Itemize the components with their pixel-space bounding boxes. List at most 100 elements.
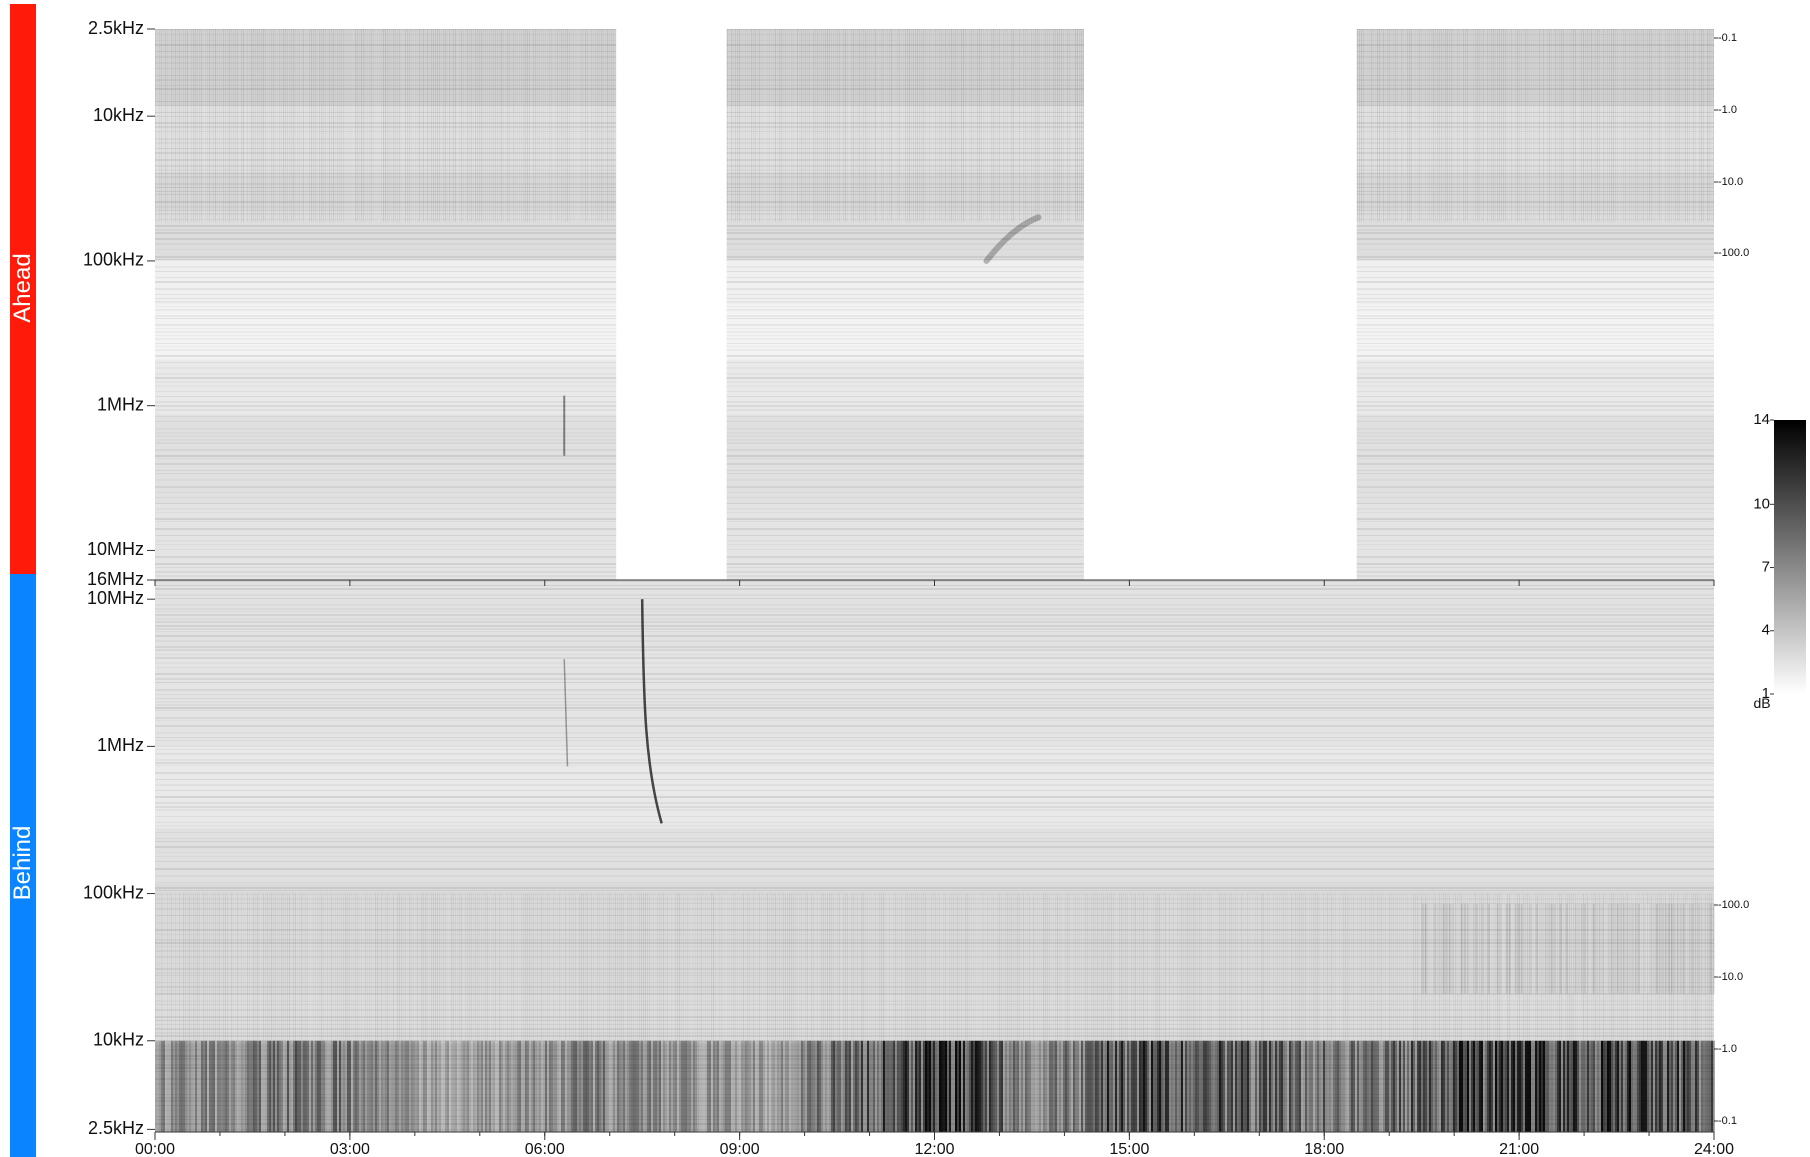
spectrogram-behind-low-band	[767, 1040, 769, 1132]
spectrogram-behind-low-band	[1317, 1040, 1319, 1132]
spectrogram-behind-texture	[1357, 894, 1358, 1041]
spectrogram-behind-texture	[509, 894, 510, 1041]
spectrogram-ahead-texture	[1541, 29, 1542, 222]
spectrogram-ahead-texture	[223, 29, 224, 222]
spectrogram-behind-low-band	[921, 1040, 923, 1132]
spectrogram-behind-texture	[619, 893, 620, 1041]
spectrogram-behind-texture	[1711, 893, 1712, 1041]
spectrogram-behind-texture	[923, 894, 924, 1041]
spectrogram-behind-low-band	[1605, 1040, 1607, 1132]
spectrogram-behind-low-band	[757, 1040, 759, 1132]
spectrogram-behind-low-band	[1251, 1040, 1253, 1132]
spectrogram-ahead-texture	[937, 29, 938, 222]
spectrogram-ahead-texture	[1651, 29, 1652, 222]
spectrogram-ahead-stripe	[155, 201, 1714, 203]
spectrogram-behind-stripe	[155, 841, 1714, 842]
spectrogram-behind-low-band	[533, 1040, 535, 1132]
spectrogram-behind-texture	[1494, 904, 1496, 994]
spectrogram-behind-low-band	[1335, 1040, 1337, 1132]
spectrogram-ahead-texture	[789, 29, 790, 222]
spectrogram-behind-texture	[1097, 893, 1098, 1041]
spectrogram-ahead-texture	[985, 29, 986, 222]
spectrogram-behind-low-band	[943, 1040, 945, 1132]
spectrogram-behind-stripe	[155, 1028, 1714, 1030]
spectrogram-behind-texture	[1592, 903, 1595, 994]
spectrogram-ahead-stripe	[155, 88, 1714, 90]
spectrogram-behind-texture	[185, 893, 186, 1041]
spectrogram-behind-texture	[1527, 893, 1528, 1041]
spectrogram-behind-texture	[473, 894, 474, 1041]
spectrogram-ahead-texture	[593, 29, 594, 222]
spectrogram-ahead-texture	[785, 29, 786, 222]
spectrogram-ahead-texture	[287, 29, 288, 222]
spectrogram-ahead-texture	[1377, 29, 1378, 222]
spectrogram-behind-low-band	[193, 1040, 195, 1132]
spectrogram-behind-low-band	[887, 1040, 889, 1132]
spectrogram-behind-low-band	[1431, 1040, 1433, 1132]
spectrogram-behind-low-band	[1207, 1040, 1209, 1132]
spectrogram-behind-texture	[335, 894, 336, 1041]
spectrogram-behind-texture	[857, 893, 858, 1041]
spectrogram-behind-low-band	[245, 1040, 247, 1132]
spectrogram-behind-low-band	[1103, 1040, 1105, 1132]
spectrogram-behind-texture	[559, 893, 560, 1041]
spectrogram-ahead-texture	[235, 29, 236, 222]
x-tick-label: 09:00	[720, 1141, 760, 1157]
spectrogram-behind-texture	[1025, 894, 1026, 1041]
spectrogram-ahead-stripe	[155, 206, 1714, 208]
spectrogram-behind-low-band	[1521, 1040, 1523, 1132]
spectrogram-behind-texture	[917, 893, 918, 1041]
spectrogram-ahead-texture	[449, 29, 450, 222]
spectrogram-ahead-texture	[1025, 29, 1026, 222]
spectrogram-behind-texture	[321, 893, 322, 1041]
spectrogram-ahead-texture	[861, 29, 862, 222]
spectrogram-behind-low-band	[215, 1040, 217, 1132]
spectrogram-behind-texture	[975, 894, 976, 1041]
spectrogram-behind-low-band	[733, 1040, 735, 1132]
spectrogram-ahead-stripe	[155, 266, 1714, 268]
spectrogram-behind-low-band	[161, 1040, 163, 1132]
spectrogram-ahead-texture	[285, 29, 286, 222]
spectrogram-behind-texture	[1257, 893, 1258, 1041]
spectrogram-behind-texture	[1099, 894, 1100, 1041]
spectrogram-ahead-texture	[863, 29, 864, 222]
spectrogram-behind-low-band	[361, 1040, 363, 1132]
spectrogram-ahead-texture	[1585, 29, 1586, 222]
spectrogram-behind-texture	[1572, 904, 1574, 994]
spectrogram-behind-low-band	[1369, 1040, 1371, 1132]
spectrogram-behind-texture	[951, 894, 952, 1041]
spectrogram-behind-texture	[1301, 893, 1302, 1041]
spectrogram-behind-low-band	[813, 1040, 815, 1132]
spectrogram-behind-texture	[1704, 904, 1706, 994]
spectrogram-behind-low-band	[425, 1040, 427, 1132]
spectrogram-behind-texture	[805, 893, 806, 1041]
spectrogram-behind-stripe	[155, 762, 1714, 764]
spectrogram-ahead-texture	[1591, 29, 1592, 222]
spectrogram-behind-texture	[687, 894, 688, 1041]
spectrogram-ahead-texture	[1071, 29, 1072, 222]
spectrogram-behind-low-band	[709, 1040, 711, 1132]
spectrogram-behind-low-band	[1509, 1040, 1511, 1132]
spectrogram-ahead-texture	[1549, 29, 1550, 222]
spectrogram-ahead-stripe	[155, 381, 1714, 383]
spectrogram-behind-stripe	[155, 856, 1714, 857]
spectrogram-ahead-texture	[911, 29, 912, 222]
spectrogram-ahead-texture	[319, 29, 320, 222]
spectrogram-ahead-texture	[527, 29, 528, 222]
spectrogram-behind-texture	[1263, 893, 1264, 1041]
spectrogram-behind-low-band	[527, 1040, 529, 1132]
spectrogram-behind-texture	[747, 893, 748, 1041]
spectrogram-behind-texture	[1323, 894, 1324, 1041]
spectrogram-behind-low-band	[1677, 1040, 1679, 1132]
spectrogram-behind-texture	[205, 894, 206, 1041]
spectrogram-behind-texture	[1415, 893, 1416, 1041]
spectrogram-behind-texture	[249, 894, 250, 1041]
spectrogram-behind-low-band	[1069, 1040, 1071, 1132]
spectrogram-behind-texture	[453, 893, 454, 1041]
spectrogram-ahead-texture	[397, 29, 398, 222]
spectrogram-behind-texture	[1625, 903, 1628, 994]
spectrogram-behind-low-band	[1563, 1040, 1565, 1132]
spectrogram-behind-texture	[1634, 903, 1637, 994]
spectrogram-behind-low-band	[659, 1040, 661, 1132]
spectrogram-behind-texture	[1043, 893, 1044, 1041]
